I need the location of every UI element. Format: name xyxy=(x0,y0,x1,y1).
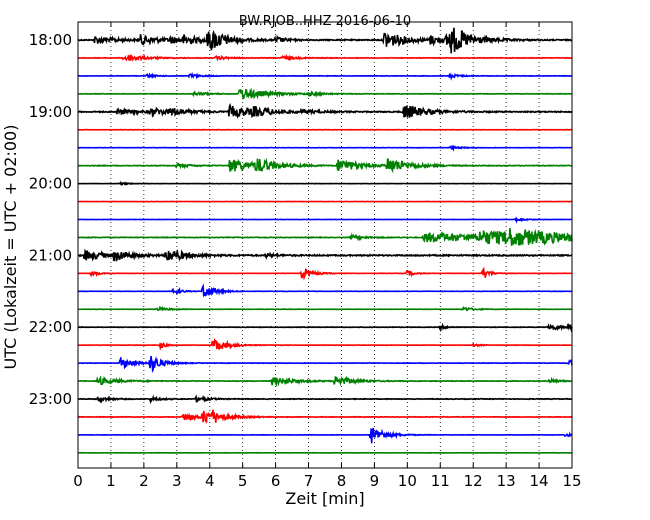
trace-line xyxy=(77,71,573,81)
trace-line xyxy=(77,322,573,334)
y-tick-label: 20:00 xyxy=(29,175,72,193)
x-tick-label: 6 xyxy=(271,472,281,490)
x-tick-label: 0 xyxy=(73,472,83,490)
trace-line xyxy=(77,427,573,444)
trace-line xyxy=(77,53,573,62)
x-tick-label: 3 xyxy=(172,472,182,490)
trace-line xyxy=(77,355,573,373)
trace-line xyxy=(77,409,573,424)
x-tick-label: 10 xyxy=(398,472,417,490)
trace-line xyxy=(77,227,573,246)
trace-line xyxy=(77,394,573,405)
trace-line xyxy=(77,248,573,262)
trace-line xyxy=(77,102,573,119)
trace-line xyxy=(77,375,573,388)
x-tick-label: 11 xyxy=(431,472,450,490)
trace-line xyxy=(77,305,573,312)
trace-line xyxy=(77,216,573,224)
x-tick-label: 7 xyxy=(304,472,314,490)
y-axis-label: UTC (Lokalzeit = UTC + 02:00) xyxy=(1,125,20,370)
trace-line xyxy=(77,87,573,100)
plot-frame xyxy=(77,21,573,469)
y-tick-label: 19:00 xyxy=(29,103,72,121)
x-tick-label: 4 xyxy=(205,472,215,490)
x-axis: 0 1 2 3 4 5 6 7 8 9 10 11 12 13 14 15 xyxy=(73,22,582,490)
trace-line xyxy=(77,27,573,54)
trace-line xyxy=(77,337,573,351)
trace-line xyxy=(77,157,573,174)
y-tick-label: 23:00 xyxy=(29,390,72,408)
y-tick-label: 21:00 xyxy=(29,246,72,264)
x-tick-label: 9 xyxy=(370,472,380,490)
y-tick-label: 22:00 xyxy=(29,318,72,336)
trace-line xyxy=(77,180,573,187)
trace-line xyxy=(77,283,573,298)
x-tick-label: 5 xyxy=(238,472,248,490)
x-axis-label: Zeit [min] xyxy=(285,489,364,508)
x-tick-label: 15 xyxy=(562,472,581,490)
x-tick-label: 2 xyxy=(139,472,149,490)
x-tick-label: 1 xyxy=(106,472,116,490)
x-tick-label: 14 xyxy=(530,472,549,490)
x-tick-label: 8 xyxy=(337,472,347,490)
seismic-traces xyxy=(77,27,573,454)
x-tick-label: 13 xyxy=(497,472,516,490)
x-gridlines xyxy=(110,22,540,468)
y-axis: 18:00 19:00 20:00 21:00 22:00 23:00 xyxy=(29,31,83,408)
trace-line xyxy=(77,266,573,281)
x-tick-label: 12 xyxy=(464,472,483,490)
trace-line xyxy=(77,144,573,152)
y-tick-label: 18:00 xyxy=(29,31,72,49)
